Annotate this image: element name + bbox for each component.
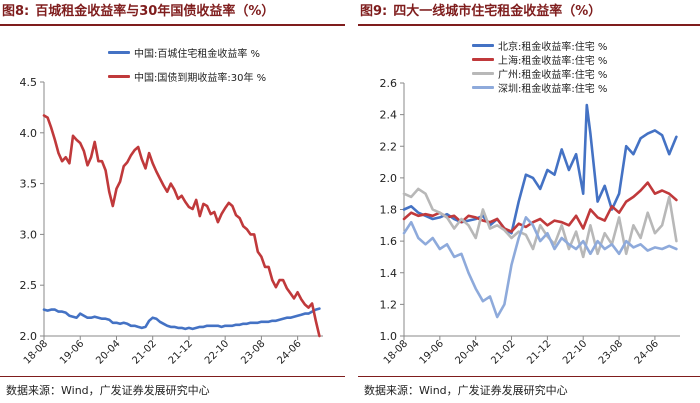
x-tick-label: 22-10 (561, 338, 589, 366)
series-line-0 (42, 307, 321, 331)
series-line-3 (402, 216, 678, 319)
x-tick-label: 21-02 (130, 338, 158, 366)
y-tick-label: 2.6 (380, 77, 398, 90)
y-tick-label: 1.6 (380, 235, 398, 248)
y-tick-label: 4.5 (20, 76, 38, 89)
x-tick-label: 22-10 (203, 338, 231, 366)
figure-9-source: 数据来源：Wind，广发证券发展研究中心 (364, 384, 568, 397)
y-tick-label: 1.4 (380, 267, 398, 280)
x-tick-label: 19-06 (58, 338, 86, 366)
figure-9-legend: 北京:租金收益率:住宅 % 上海:租金收益率:住宅 % 广州:租金收益率:住宅 … (472, 38, 608, 95)
legend-label-shanghai: 上海:租金收益率:住宅 % (498, 55, 608, 67)
y-tick-label: 2.0 (380, 172, 398, 185)
figure-8-number: 图8: (2, 4, 30, 19)
legend-swatch-guangzhou (472, 71, 494, 75)
series-line-1 (42, 114, 321, 338)
figure-8-title-rule (0, 24, 345, 26)
figure-8-source: 数据来源：Wind，广发证券发展研究中心 (6, 384, 210, 397)
y-tick-label: 2.5 (20, 279, 38, 292)
y-tick-label: 1.0 (380, 330, 398, 343)
x-tick-label: 23-08 (597, 338, 625, 366)
series-line-1 (402, 181, 678, 233)
y-tick-label: 2.4 (380, 109, 398, 122)
x-tick-label: 21-12 (167, 338, 195, 366)
legend-label-beijing: 北京:租金收益率:住宅 % (498, 41, 608, 53)
legend-swatch-bond-yield (108, 74, 130, 78)
figure-8-chart: 2.02.53.03.54.04.518-08 19-06 20-04 21-02 21… (20, 76, 323, 367)
legend-swatch-rent-yield (108, 50, 130, 54)
y-tick-label: 2.2 (380, 140, 398, 153)
legend-item-rent-yield: 中国:百城住宅租金收益率 % (108, 40, 266, 64)
series-line-0 (402, 103, 678, 235)
legend-swatch-shenzhen (472, 85, 494, 89)
figure-9-panel: 图9: 四大一线城市住宅租金收益率（%） 1.0 1.2 1.4 1.6 1.8 2.0 2.… (358, 0, 700, 403)
y-tick-label: 3.5 (20, 178, 38, 191)
x-tick-label: 21-12 (525, 338, 553, 366)
figure-8-legend: 中国:百城住宅租金收益率 % 中国:国债到期收益率:30年 % (108, 40, 266, 88)
legend-item-shanghai: 上海:租金收益率:住宅 % (472, 52, 608, 67)
x-tick-label: 20-04 (453, 338, 481, 366)
x-tick-label: 24-06 (275, 338, 303, 366)
y-tick-label: 3.0 (20, 228, 38, 241)
legend-item-beijing: 北京:租金收益率:住宅 % (472, 38, 608, 53)
figure-9-source-rule (358, 376, 700, 377)
figure-8-panel: 图8: 百城租金收益率与30年国债收益率（%） 2.0 2.5 3.0 3.5 4.0 4.… (0, 0, 345, 403)
legend-swatch-beijing (472, 43, 494, 47)
figure-8-title-text: 百城租金收益率与30年国债收益率（%） (35, 4, 275, 19)
legend-label-guangzhou: 广州:租金收益率:住宅 % (498, 69, 608, 81)
legend-label-rent-yield: 中国:百城住宅租金收益率 % (134, 48, 261, 60)
figure-9-title-rule (358, 24, 700, 26)
legend-item-shenzhen: 深圳:租金收益率:住宅 % (472, 80, 608, 95)
figure-9-title-text: 四大一线城市住宅租金收益率（%） (393, 4, 602, 19)
x-tick-label: 20-04 (94, 338, 122, 366)
figure-9-number: 图9: (360, 4, 388, 19)
y-tick-label: 4.0 (20, 127, 38, 140)
figure-9-chart: 1.01.21.41.61.82.02.22.42.618-08 19-06 20-… (380, 77, 680, 367)
series-line-2 (402, 187, 678, 259)
x-tick-label: 23-08 (239, 338, 267, 366)
figure-8-title: 图8: 百城租金收益率与30年国债收益率（%） (2, 2, 274, 22)
x-tick-label: 19-06 (418, 338, 446, 366)
x-tick-label: 24-06 (633, 338, 661, 366)
legend-label-shenzhen: 深圳:租金收益率:住宅 % (498, 83, 608, 95)
figure-9-title: 图9: 四大一线城市住宅租金收益率（%） (360, 2, 601, 22)
y-tick-label: 1.2 (380, 298, 398, 311)
y-tick-label: 2.0 (20, 330, 38, 343)
legend-swatch-shanghai (472, 57, 494, 61)
legend-item-guangzhou: 广州:租金收益率:住宅 % (472, 66, 608, 81)
y-tick-label: 1.8 (380, 204, 398, 217)
x-tick-label: 21-02 (489, 338, 517, 366)
legend-item-bond-yield: 中国:国债到期收益率:30年 % (108, 64, 266, 88)
legend-label-bond-yield: 中国:国债到期收益率:30年 % (134, 72, 267, 84)
figure-8-source-rule (0, 376, 345, 377)
